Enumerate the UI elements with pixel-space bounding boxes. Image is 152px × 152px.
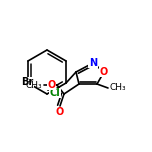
- Text: Cl: Cl: [50, 88, 60, 98]
- Text: O: O: [100, 67, 108, 77]
- Text: N: N: [89, 58, 97, 68]
- Text: Br: Br: [21, 77, 33, 87]
- Text: CH₃: CH₃: [110, 83, 127, 93]
- Text: O: O: [48, 80, 56, 90]
- Text: O: O: [56, 107, 64, 117]
- Text: CH₃: CH₃: [25, 81, 42, 90]
